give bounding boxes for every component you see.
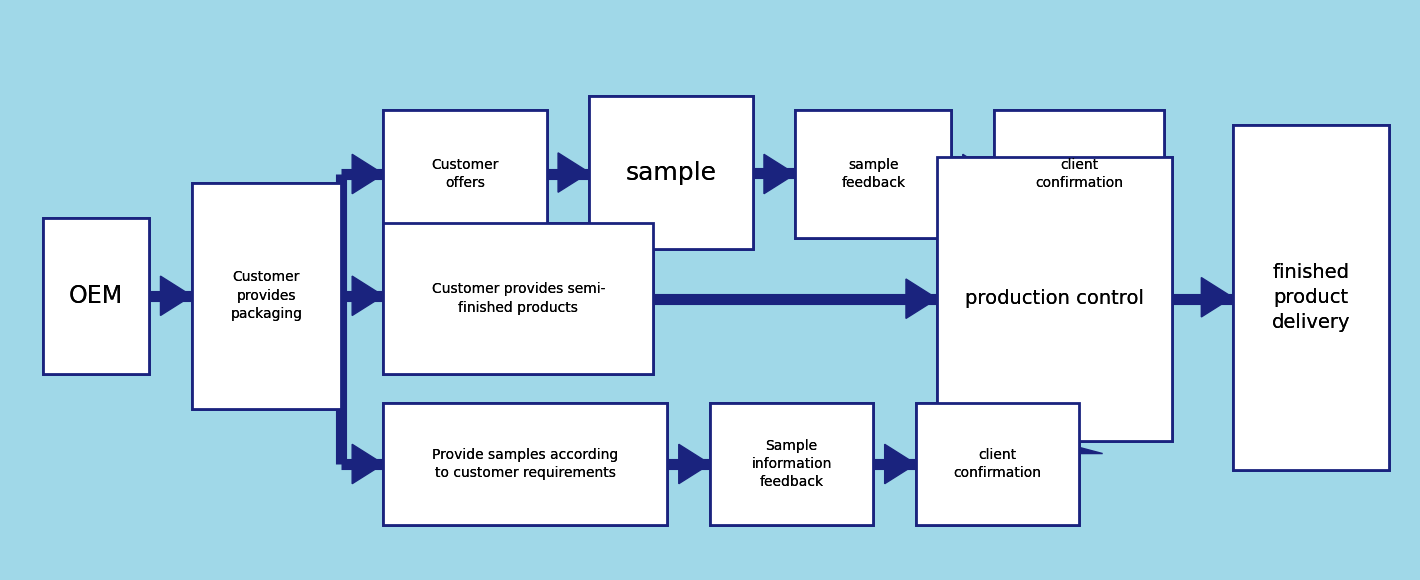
Text: production control: production control <box>964 289 1145 308</box>
Polygon shape <box>352 444 383 484</box>
FancyBboxPatch shape <box>589 96 753 249</box>
Text: sample: sample <box>625 161 717 184</box>
Polygon shape <box>1005 441 1103 454</box>
Polygon shape <box>906 279 937 318</box>
FancyBboxPatch shape <box>1233 125 1389 470</box>
Polygon shape <box>1005 144 1103 157</box>
Text: finished
product
delivery: finished product delivery <box>1271 263 1350 332</box>
Text: Provide samples according
to customer requirements: Provide samples according to customer re… <box>432 448 619 480</box>
Text: Customer
provides
packaging: Customer provides packaging <box>230 270 302 321</box>
Text: OEM: OEM <box>68 284 124 308</box>
FancyBboxPatch shape <box>192 183 341 409</box>
FancyBboxPatch shape <box>937 157 1172 441</box>
Polygon shape <box>160 276 192 316</box>
Polygon shape <box>352 154 383 194</box>
FancyBboxPatch shape <box>43 218 149 374</box>
FancyBboxPatch shape <box>916 403 1079 525</box>
Text: Sample
information
feedback: Sample information feedback <box>751 438 832 490</box>
Text: OEM: OEM <box>68 284 124 308</box>
FancyBboxPatch shape <box>916 403 1079 525</box>
FancyBboxPatch shape <box>192 183 341 409</box>
FancyBboxPatch shape <box>383 403 667 525</box>
Polygon shape <box>558 153 589 193</box>
Polygon shape <box>679 444 710 484</box>
Text: Customer
provides
packaging: Customer provides packaging <box>230 270 302 321</box>
FancyBboxPatch shape <box>795 110 951 238</box>
Text: sample: sample <box>625 161 717 184</box>
Text: Sample
information
feedback: Sample information feedback <box>751 438 832 490</box>
FancyBboxPatch shape <box>937 157 1172 441</box>
Text: Provide samples according
to customer requirements: Provide samples according to customer re… <box>432 448 619 480</box>
Text: Customer
offers: Customer offers <box>432 158 498 190</box>
Text: Customer provides semi-
finished products: Customer provides semi- finished product… <box>432 282 605 315</box>
Polygon shape <box>352 276 383 316</box>
FancyBboxPatch shape <box>383 223 653 374</box>
Polygon shape <box>764 154 795 194</box>
FancyBboxPatch shape <box>383 110 547 238</box>
Polygon shape <box>1201 278 1233 317</box>
FancyBboxPatch shape <box>994 110 1164 238</box>
FancyBboxPatch shape <box>589 96 753 249</box>
Text: production control: production control <box>964 289 1145 308</box>
FancyBboxPatch shape <box>1233 125 1389 470</box>
Text: client
confirmation: client confirmation <box>954 448 1041 480</box>
FancyBboxPatch shape <box>43 218 149 374</box>
FancyBboxPatch shape <box>994 110 1164 238</box>
Text: client
confirmation: client confirmation <box>1035 158 1123 190</box>
FancyBboxPatch shape <box>383 403 667 525</box>
Text: client
confirmation: client confirmation <box>954 448 1041 480</box>
FancyBboxPatch shape <box>710 403 873 525</box>
Text: sample
feedback: sample feedback <box>841 158 906 190</box>
FancyBboxPatch shape <box>383 223 653 374</box>
Polygon shape <box>963 154 994 194</box>
FancyBboxPatch shape <box>795 110 951 238</box>
Text: client
confirmation: client confirmation <box>1035 158 1123 190</box>
FancyBboxPatch shape <box>710 403 873 525</box>
FancyBboxPatch shape <box>383 110 547 238</box>
Text: Customer provides semi-
finished products: Customer provides semi- finished product… <box>432 282 605 315</box>
Text: sample
feedback: sample feedback <box>841 158 906 190</box>
Text: finished
product
delivery: finished product delivery <box>1271 263 1350 332</box>
Polygon shape <box>885 444 916 484</box>
Text: Customer
offers: Customer offers <box>432 158 498 190</box>
